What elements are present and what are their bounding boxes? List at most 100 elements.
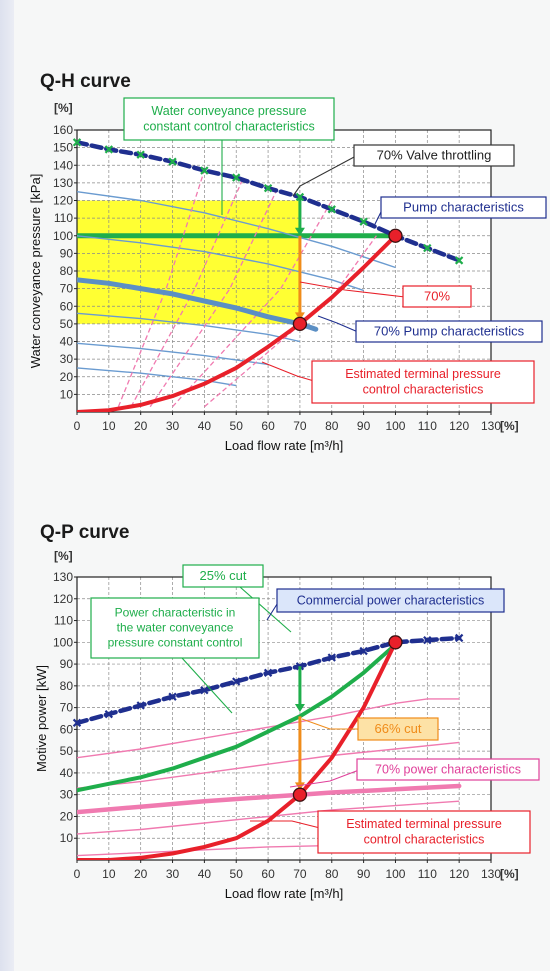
- y-tick-label: 150: [53, 141, 73, 155]
- annotation-leader: [239, 586, 292, 633]
- x-tick-label: 80: [325, 867, 339, 881]
- y-tick-label: 50: [60, 744, 74, 758]
- series-point: [72, 718, 82, 728]
- annotation-text: 25% cut: [200, 568, 247, 583]
- annotation-box: [276, 588, 505, 613]
- y-unit-label: [%]: [54, 101, 73, 115]
- y-tick-label: 90: [60, 246, 74, 260]
- operating-point: [292, 787, 308, 802]
- y-tick-label: 30: [60, 788, 74, 802]
- annotation-text: Pump characteristics: [403, 200, 524, 215]
- annotation-box: [380, 196, 547, 219]
- y-tick-label: 100: [53, 635, 73, 649]
- annotation-box: [311, 360, 535, 404]
- y-tick-label: 70: [60, 701, 74, 715]
- y-tick-label: 60: [60, 722, 74, 736]
- x-tick-label: 0: [74, 867, 81, 881]
- annotation-leader: [317, 315, 359, 333]
- annotation-text: Estimated terminal pressure: [345, 367, 501, 381]
- annotation-box: [317, 810, 531, 854]
- y-tick-label: 130: [53, 176, 73, 190]
- annotation-leader: [181, 657, 233, 714]
- series-line-secondary: [149, 187, 279, 408]
- y-tick-label: 130: [53, 570, 73, 584]
- series-line: [77, 642, 398, 793]
- operating-point: [388, 635, 403, 650]
- annotation-leader: [289, 769, 360, 788]
- x-tick-label: 10: [102, 867, 116, 881]
- series-point: [72, 138, 82, 147]
- chart-title: Q-H curve: [40, 71, 131, 92]
- series-point: [104, 145, 114, 154]
- series-line: [77, 640, 398, 860]
- arrow-head: [294, 703, 305, 712]
- series-line-secondary: [77, 235, 364, 292]
- annotation-text: 70% Valve throttling: [377, 148, 492, 163]
- y-tick-label: 80: [60, 264, 74, 278]
- series-line-secondary: [172, 200, 333, 408]
- annotation-text: pressure constant control: [108, 636, 243, 650]
- y-tick-label: 110: [54, 614, 73, 628]
- arrow-head: [294, 227, 305, 236]
- series-line: [77, 783, 462, 815]
- x-tick-label: 10: [102, 419, 116, 433]
- y-tick-label: 110: [54, 211, 73, 225]
- y-tick-label: 10: [60, 387, 74, 401]
- y-tick-label: 90: [60, 657, 74, 671]
- y-tick-label: 50: [60, 317, 74, 331]
- annotation-box: [356, 758, 540, 781]
- y-tick-label: 10: [60, 831, 74, 845]
- y-tick-label: 120: [53, 592, 73, 606]
- series-point: [263, 668, 273, 677]
- annotation-leader: [299, 281, 406, 298]
- annotation-text: the water conveyance: [117, 621, 234, 635]
- x-unit-label: [%]: [500, 419, 519, 433]
- x-tick-label: 120: [449, 867, 469, 881]
- annotation-text: 66% cut: [375, 721, 422, 736]
- annotation-text: control characteristics: [363, 383, 484, 397]
- y-tick-label: 60: [60, 299, 74, 313]
- annotation-text: Commercial power characteristics: [297, 593, 485, 607]
- x-tick-label: 80: [325, 419, 339, 433]
- series-point: [168, 157, 177, 166]
- series-point: [359, 217, 368, 226]
- annotation-box: [182, 564, 264, 588]
- series-line-secondary: [77, 342, 269, 366]
- series-line-secondary: [77, 367, 237, 387]
- series-point: [263, 183, 273, 193]
- y-tick-label: 70: [60, 282, 74, 296]
- series-point: [454, 256, 464, 265]
- series-line-secondary: [203, 235, 377, 408]
- plot-frame: [76, 576, 492, 861]
- x-tick-label: 60: [261, 419, 275, 433]
- y-axis-label: Motive power [kW]: [34, 665, 49, 772]
- series-line-secondary: [77, 800, 460, 835]
- qp-chart: Q-P curve [%] 0 10 20 30 40 50 60 70 80 90 100 110 120…: [34, 522, 540, 901]
- arrow-head: [294, 312, 305, 321]
- annotation-leader: [301, 718, 360, 730]
- series-line-secondary: [77, 191, 396, 269]
- x-axis-label: Load flow rate [m³/h]: [225, 438, 344, 453]
- annotation-leader: [261, 361, 315, 382]
- series-point: [200, 686, 209, 695]
- annotation-text: 70%: [424, 289, 450, 304]
- series-line-secondary: [117, 170, 206, 407]
- series-line: [77, 277, 319, 332]
- series-point: [327, 653, 336, 662]
- annotation-box: [90, 597, 260, 659]
- annotation-leader: [250, 820, 321, 829]
- series-point: [136, 701, 145, 710]
- series-point: [232, 173, 241, 182]
- series-point: [454, 633, 464, 643]
- x-tick-label: 20: [134, 419, 148, 433]
- series-point: [359, 646, 368, 656]
- chart-title: Q-P curve: [40, 522, 129, 543]
- operating-point: [292, 316, 308, 332]
- x-tick-label: 50: [230, 867, 244, 881]
- y-tick-label: 20: [60, 370, 74, 384]
- y-tick-label: 80: [60, 679, 74, 693]
- annotation-box: [353, 144, 515, 167]
- annotation-box: [123, 97, 335, 141]
- annotation-box: [355, 320, 543, 343]
- x-tick-label: 60: [261, 867, 275, 881]
